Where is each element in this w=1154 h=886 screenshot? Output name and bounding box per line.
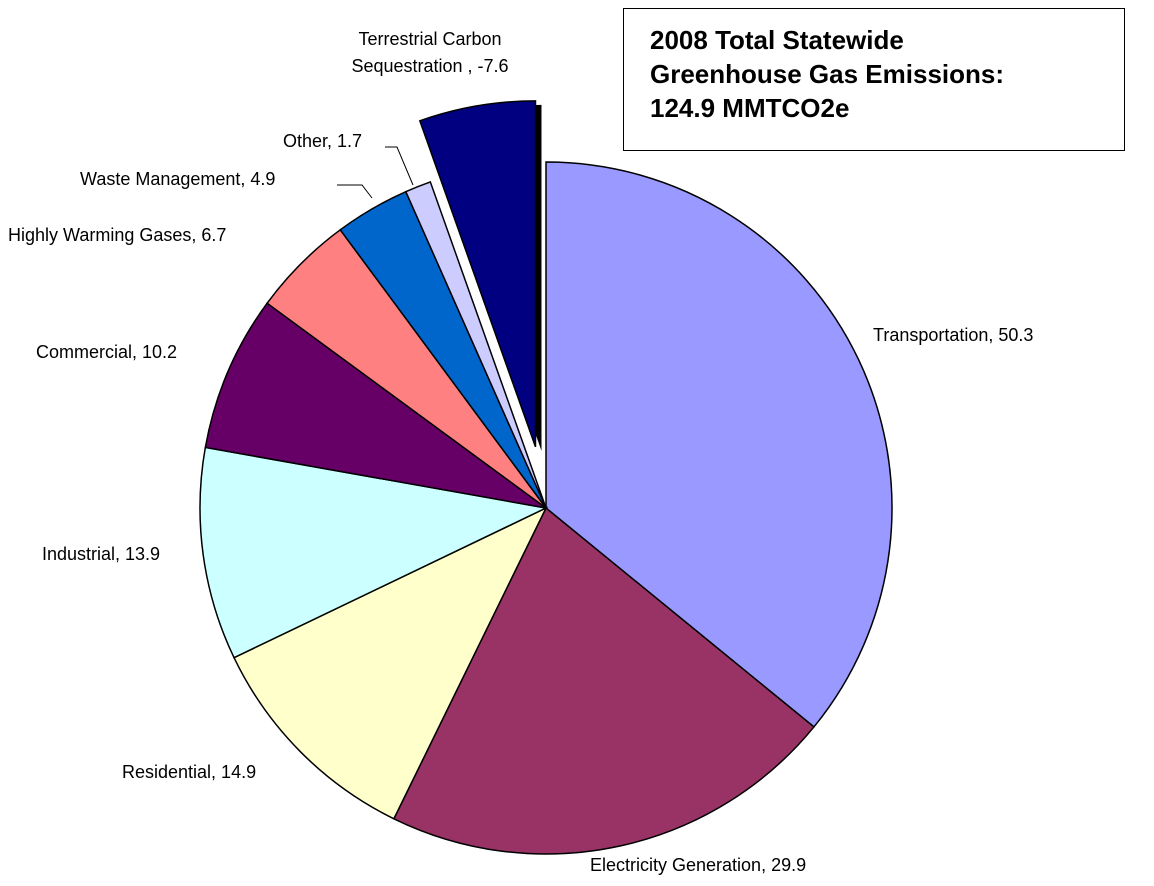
slice (404, 180, 547, 509)
data-label: Waste Management, 4.9 (80, 169, 275, 189)
data-label: Commercial, 10.2 (36, 342, 177, 362)
leader-line (385, 146, 414, 186)
slice (233, 506, 548, 820)
data-label: Terrestrial Carbon Sequestration , -7.6 (351, 29, 508, 76)
title-box: 2008 Total Statewide Greenhouse Gas Emis… (623, 8, 1125, 151)
slice (204, 302, 547, 509)
data-label: Transportation, 50.3 (873, 325, 1033, 345)
data-label: Residential, 14.9 (122, 762, 256, 782)
slice (418, 100, 537, 448)
data-label: Other, 1.7 (283, 131, 362, 151)
data-label: Highly Warming Gases, 6.7 (8, 225, 226, 245)
data-label: Industrial, 13.9 (42, 544, 160, 564)
slice (545, 161, 893, 728)
leader-line (337, 184, 373, 199)
slice (199, 446, 549, 659)
chart-title: 2008 Total Statewide Greenhouse Gas Emis… (650, 25, 1005, 123)
data-label: Electricity Generation, 29.9 (590, 855, 806, 875)
slice (392, 506, 815, 855)
